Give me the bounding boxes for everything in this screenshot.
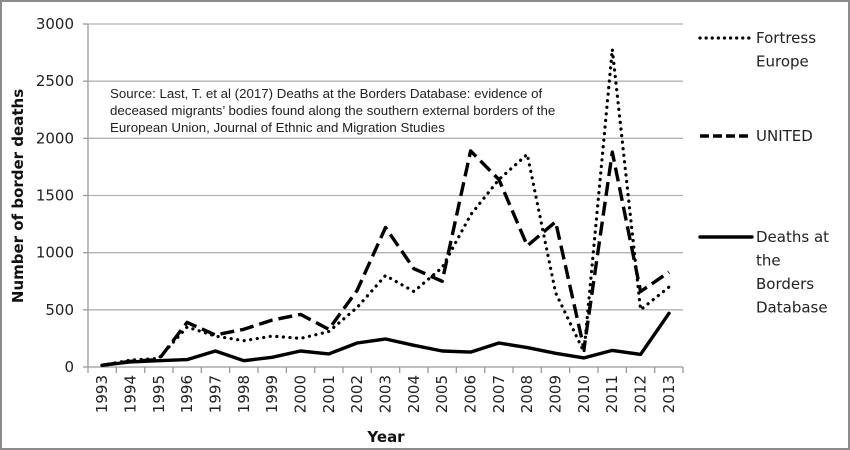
x-tick-label: 2005 xyxy=(433,375,451,413)
legend-label: Database xyxy=(756,299,828,317)
x-tick-label: 2009 xyxy=(547,375,565,413)
x-tick-label: 1997 xyxy=(207,375,225,413)
x-tick-label: 2010 xyxy=(575,375,593,413)
x-tick-label: 2002 xyxy=(348,375,366,413)
x-tick-label: 2012 xyxy=(632,375,650,413)
source-line: deceased migrants’ bodies found along th… xyxy=(110,103,556,118)
series-line-fortress-europe xyxy=(100,47,671,367)
x-tick-label: 2013 xyxy=(660,375,678,413)
y-tick-labels: 0 500 1000 1500 2000 2500 3000 xyxy=(36,15,74,376)
x-tick-label: 1995 xyxy=(150,375,168,413)
legend-label: Fortress xyxy=(756,29,816,47)
x-tick-label: 1994 xyxy=(122,375,140,413)
x-tick-label: 2004 xyxy=(405,375,423,413)
x-tick-label: 2008 xyxy=(518,375,536,413)
x-tick-label: 1996 xyxy=(178,375,196,413)
axes xyxy=(83,23,684,373)
y-tick-label: 3000 xyxy=(36,15,74,33)
legend-label: Europe xyxy=(756,53,809,71)
series-line-deaths-at-the-borders-database xyxy=(100,311,671,367)
series-lines xyxy=(100,47,671,367)
x-tick-labels: 1993 1994 1995 1996 1997 1998 1999 2000 2001 2002… xyxy=(93,375,678,413)
x-tick-label: 1999 xyxy=(263,375,281,413)
legend-label: Borders xyxy=(756,275,814,293)
y-tick-label: 2500 xyxy=(36,72,74,90)
x-tick-label: 2011 xyxy=(603,375,621,413)
x-axis-title: Year xyxy=(366,428,405,446)
x-tick-label: 2001 xyxy=(320,375,338,413)
series-line-united xyxy=(101,149,670,367)
x-tick-label: 1998 xyxy=(235,375,253,413)
y-tick-label: 0 xyxy=(64,358,74,376)
y-tick-label: 2000 xyxy=(36,129,74,147)
source-annotation: Source: Last, T. et al (2017) Deaths at … xyxy=(110,85,590,136)
y-axis-title: Number of border deaths xyxy=(9,89,27,303)
source-line: European Union, Journal of Ethnic and Mi… xyxy=(110,120,445,135)
gridlines xyxy=(88,23,683,311)
y-tick-label: 1000 xyxy=(36,244,74,262)
x-tick-label: 2007 xyxy=(490,375,508,413)
legend-label: UNITED xyxy=(756,127,813,145)
legend-label: the xyxy=(756,252,781,270)
x-tick-label: 2006 xyxy=(462,375,480,413)
x-tick-label: 2000 xyxy=(292,375,310,413)
x-tick-label: 1993 xyxy=(93,375,111,413)
x-tick-label: 2003 xyxy=(377,375,395,413)
legend: Fortress Europe UNITED Deaths at the Borders D… xyxy=(698,29,829,317)
source-line: Source: Last, T. et al (2017) Deaths at … xyxy=(110,86,543,101)
legend-label: Deaths at xyxy=(756,228,829,246)
y-tick-label: 1500 xyxy=(36,187,74,205)
y-tick-label: 500 xyxy=(45,301,74,319)
